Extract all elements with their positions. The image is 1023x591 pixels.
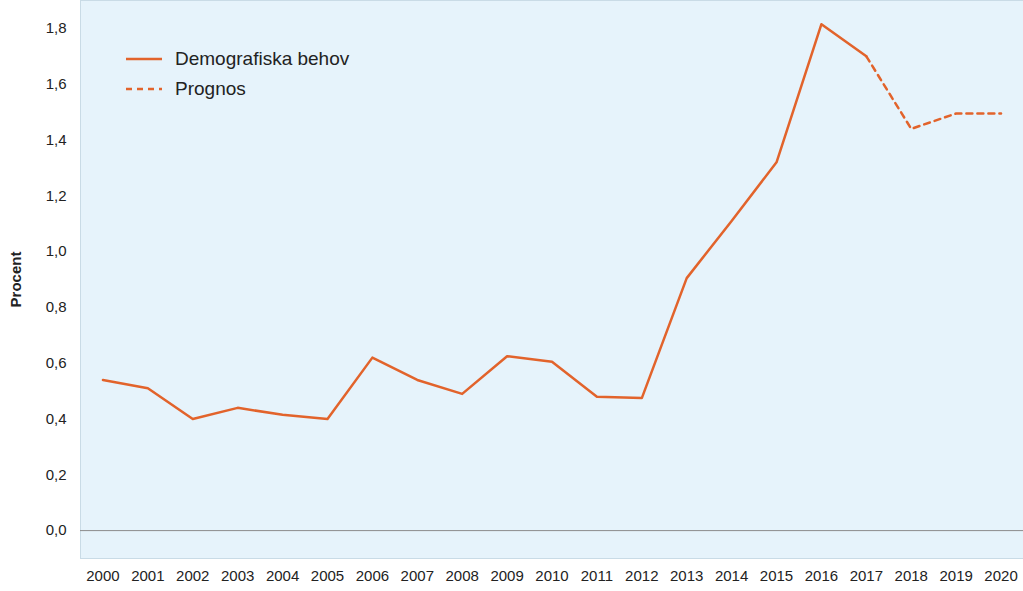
svg-text:2012: 2012 [625, 567, 658, 584]
svg-text:1,8: 1,8 [46, 19, 67, 36]
svg-text:2011: 2011 [581, 567, 613, 584]
svg-text:2014: 2014 [715, 567, 748, 584]
svg-text:0,4: 0,4 [46, 410, 67, 427]
svg-text:0,6: 0,6 [46, 354, 67, 371]
svg-text:2000: 2000 [86, 567, 119, 584]
svg-text:1,6: 1,6 [46, 75, 67, 92]
svg-text:2016: 2016 [805, 567, 838, 584]
svg-text:2018: 2018 [895, 567, 928, 584]
svg-text:2001: 2001 [131, 567, 164, 584]
svg-text:2006: 2006 [356, 567, 389, 584]
html-text:Demografiska behov: Demografiska behov [175, 48, 350, 69]
svg-text:2019: 2019 [939, 567, 972, 584]
svg-text:2013: 2013 [670, 567, 703, 584]
svg-text:2003: 2003 [221, 567, 254, 584]
svg-text:1,0: 1,0 [46, 242, 67, 259]
svg-text:2002: 2002 [176, 567, 209, 584]
svg-text:2010: 2010 [535, 567, 568, 584]
svg-text:1,2: 1,2 [46, 187, 67, 204]
svg-text:2009: 2009 [490, 567, 523, 584]
svg-text:2004: 2004 [266, 567, 299, 584]
svg-text:2005: 2005 [311, 567, 344, 584]
svg-text:1,4: 1,4 [46, 131, 67, 148]
svg-text:2017: 2017 [850, 567, 883, 584]
html-text:Prognos: Prognos [175, 78, 246, 99]
svg-text:2007: 2007 [401, 567, 434, 584]
svg-text:2008: 2008 [446, 567, 479, 584]
svg-text:0,0: 0,0 [46, 521, 67, 538]
svg-text:0,8: 0,8 [46, 298, 67, 315]
svg-text:Procent: Procent [7, 252, 24, 308]
svg-text:2015: 2015 [760, 567, 793, 584]
svg-text:2020: 2020 [984, 567, 1017, 584]
svg-text:0,2: 0,2 [46, 466, 67, 483]
